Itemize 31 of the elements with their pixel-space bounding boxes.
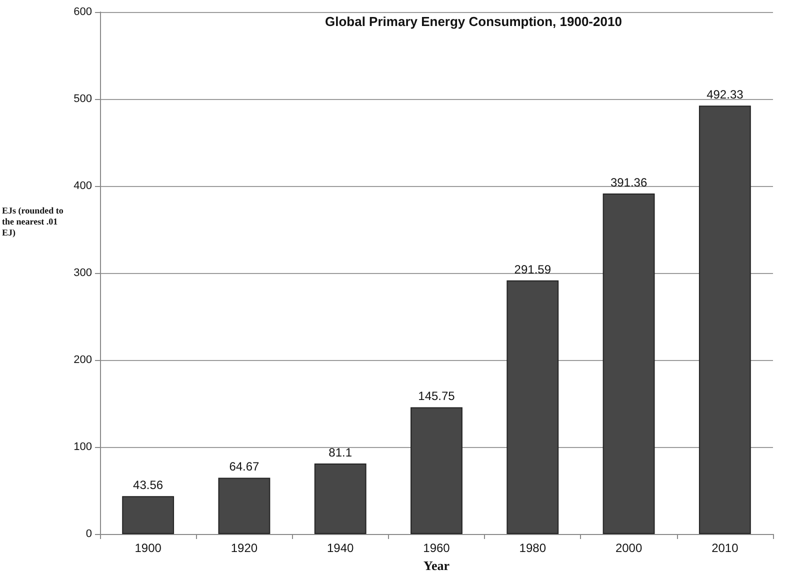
- data-label: 291.59: [514, 262, 552, 276]
- data-label: 492.33: [706, 88, 744, 102]
- bar: [314, 463, 366, 534]
- y-tick-label: 100: [74, 441, 92, 453]
- data-label: 145.75: [418, 389, 456, 404]
- x-tick-label: 1900: [134, 541, 162, 555]
- bar: [122, 496, 174, 534]
- data-label: 81.1: [328, 445, 352, 460]
- data-label: 43.56: [133, 478, 164, 492]
- data-label: 391.36: [610, 176, 648, 190]
- y-tick-label: 300: [74, 267, 92, 279]
- x-tick-label: 1920: [230, 541, 258, 555]
- bar: [218, 478, 270, 534]
- x-tick-label: 2010: [712, 541, 739, 555]
- y-tick-label: 600: [74, 6, 92, 18]
- y-tick-label: 200: [74, 354, 92, 366]
- x-tick-label: 1960: [423, 541, 450, 555]
- x-tick-label: 1980: [519, 541, 546, 555]
- y-tick-label: 0: [86, 528, 92, 540]
- bar: [698, 106, 751, 534]
- chart-title: Global Primary Energy Consumption, 1900-2010: [325, 14, 622, 29]
- x-axis-title: Year: [424, 558, 450, 573]
- x-tick-label: 2000: [615, 541, 642, 555]
- bar: [506, 280, 559, 534]
- bar: [602, 194, 655, 534]
- y-tick-label: 400: [74, 180, 92, 192]
- y-axis-title: EJs (rounded to the nearest .01 EJ): [2, 206, 66, 238]
- y-tick-label: 500: [74, 93, 92, 105]
- bar: [410, 407, 462, 534]
- x-tick-label: 1940: [327, 541, 354, 555]
- data-label: 64.67: [229, 460, 260, 474]
